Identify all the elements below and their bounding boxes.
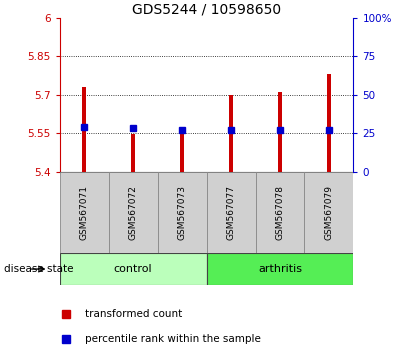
Text: GSM567071: GSM567071: [80, 185, 89, 240]
Bar: [82, 87, 86, 172]
Bar: [229, 95, 233, 172]
Text: GSM567073: GSM567073: [178, 185, 187, 240]
Bar: [131, 135, 135, 172]
Text: disease state: disease state: [4, 264, 74, 274]
Text: GSM567077: GSM567077: [226, 185, 236, 240]
Bar: [206, 253, 353, 285]
Bar: [327, 74, 331, 172]
Text: GSM567078: GSM567078: [275, 185, 284, 240]
Text: control: control: [114, 264, 152, 274]
Bar: [60, 253, 206, 285]
Bar: [109, 172, 157, 253]
Text: arthritis: arthritis: [258, 264, 302, 274]
Bar: [278, 92, 282, 172]
Text: transformed count: transformed count: [85, 309, 182, 320]
Text: percentile rank within the sample: percentile rank within the sample: [85, 333, 261, 344]
Bar: [157, 172, 206, 253]
Bar: [305, 172, 353, 253]
Bar: [256, 172, 305, 253]
Bar: [60, 172, 109, 253]
Bar: [206, 172, 256, 253]
Text: GSM567079: GSM567079: [324, 185, 333, 240]
Text: GSM567072: GSM567072: [129, 185, 138, 240]
Bar: [180, 129, 184, 172]
Title: GDS5244 / 10598650: GDS5244 / 10598650: [132, 2, 281, 17]
